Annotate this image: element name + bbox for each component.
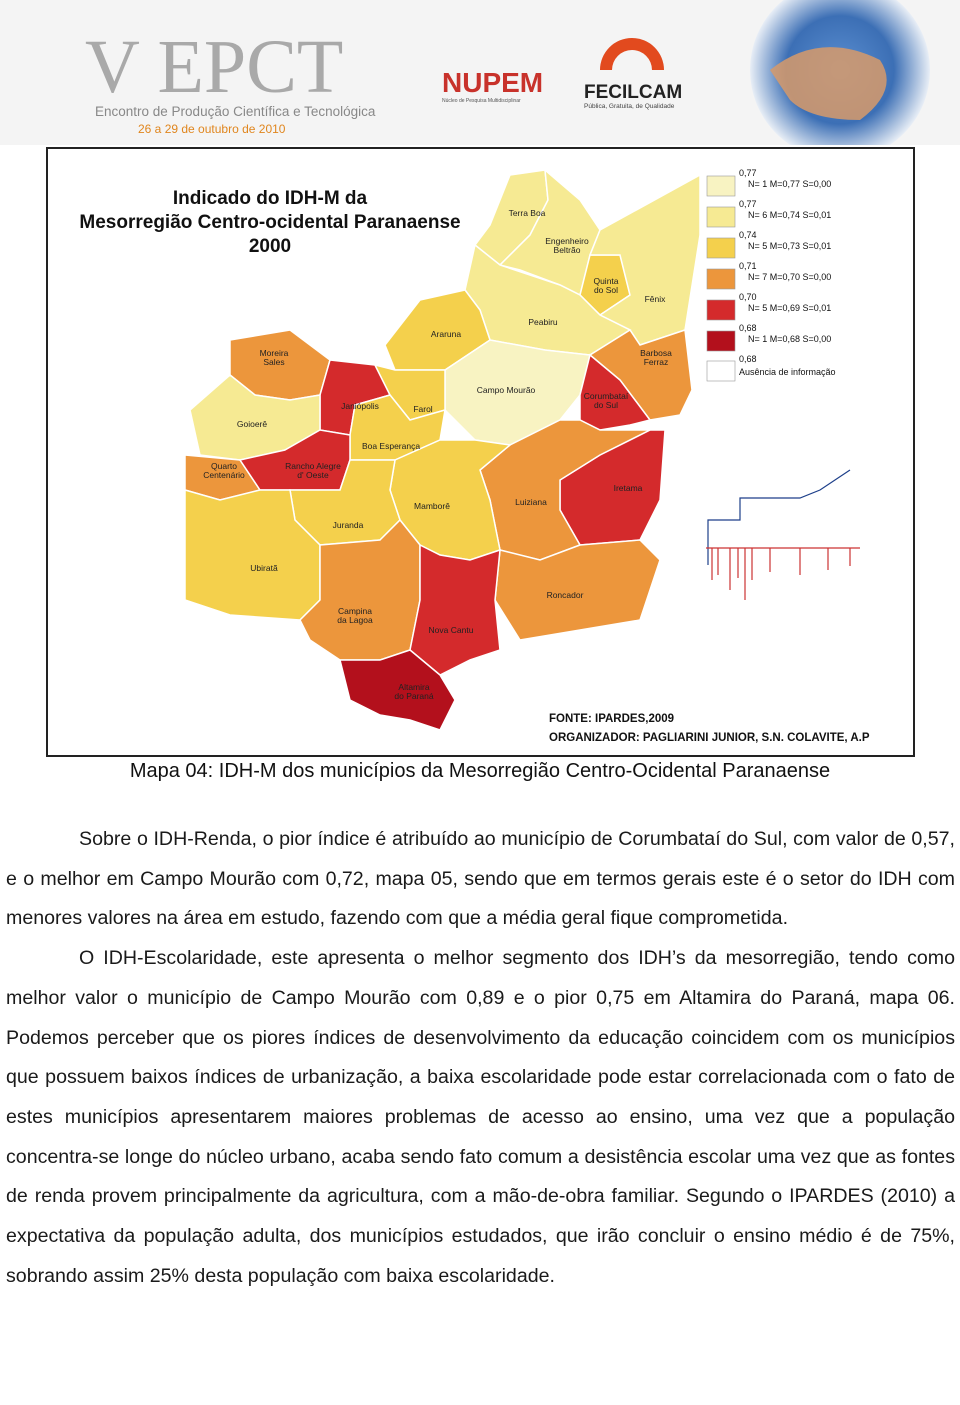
legend-stats: N= 5 M=0,69 S=0,01 [748, 303, 831, 313]
municipality-label: Luiziana [515, 497, 547, 507]
paragraph: O IDH-Escolaridade, este apresenta o mel… [6, 947, 955, 1287]
municipality-label: Altamira do Paraná [394, 682, 433, 701]
municipality-label: Peabiru [528, 317, 558, 327]
legend-swatch [706, 206, 736, 228]
municipality-label: Ubiratã [250, 563, 278, 573]
event-subtitle: Encontro de Produção Científica e Tecnol… [95, 104, 376, 119]
fecilcam-subtitle: Pública, Gratuita, de Qualidade [584, 103, 675, 110]
municipality [409, 543, 501, 676]
municipality-label: Engenheiro Beltrão [545, 236, 589, 255]
legend-bound: 0,68 [739, 323, 757, 333]
legend-bound: 0,68 [739, 354, 757, 364]
legend-stats: N= 5 M=0,73 S=0,01 [748, 241, 831, 251]
municipality-label: Mamborê [414, 501, 450, 511]
municipality-label: Quarto Centenário [203, 461, 245, 480]
legend-swatch [706, 237, 736, 259]
legend-bound: 0,71 [739, 261, 757, 271]
municipality-label: Moreira Sales [260, 348, 289, 367]
municipality-label: Campina da Lagoa [337, 606, 373, 625]
legend-bound: 0,77 [739, 199, 757, 209]
body-text: Sobre o IDH-Renda, o pior índice é atrib… [6, 820, 955, 1296]
legend-no-data: Ausência de informação [739, 367, 836, 377]
municipality-label: Barbosa Ferraz [640, 348, 672, 367]
municipality [444, 339, 591, 446]
map-title: 2000 [249, 236, 291, 257]
legend-stats: N= 6 M=0,74 S=0,01 [748, 210, 831, 220]
municipality-label: Terra Boa [509, 208, 546, 218]
municipality-label: Quinta do Sol [593, 276, 618, 295]
municipality [579, 353, 652, 431]
municipality-label: Iretama [614, 483, 643, 493]
legend-stats: N= 1 M=0,77 S=0,00 [748, 179, 831, 189]
municipality-label: Rancho Alegre d' Oeste [285, 461, 341, 480]
paragraph: Sobre o IDH-Renda, o pior índice é atrib… [6, 828, 955, 930]
municipality-label: Boa Esperança [362, 441, 420, 451]
municipality-label: Campo Mourão [477, 385, 536, 395]
fecilcam-arc [600, 38, 664, 70]
municipality-label: Farol [413, 404, 432, 414]
legend-swatch [706, 268, 736, 290]
fecilcam-logo: FECILCAM [584, 82, 682, 103]
map: Indicado do IDH-M da Mesorregião Centro-… [46, 147, 915, 757]
map-title: Indicado do IDH-M da [173, 188, 368, 209]
legend-swatch [706, 360, 736, 382]
legend-stats: N= 1 M=0,68 S=0,00 [748, 334, 831, 344]
legend-stats: N= 7 M=0,70 S=0,00 [748, 272, 831, 282]
municipality-label: Roncador [547, 590, 584, 600]
municipality-label: Janiópolis [341, 401, 379, 411]
legend-graph [706, 469, 860, 600]
event-name: V EPCT [85, 25, 343, 109]
legend-swatch [706, 175, 736, 197]
municipality [339, 649, 456, 731]
hands-image [770, 47, 887, 121]
legend-bound: 0,77 [739, 168, 757, 178]
municipality-label: Fênix [645, 294, 667, 304]
caption: Mapa 04: IDH-M dos municípios da Mesorre… [129, 760, 831, 782]
nupem-subtitle: Núcleo de Pesquisa Multidisciplinar [442, 98, 521, 104]
municipality-label: Juranda [333, 520, 364, 530]
municipality-label: Araruna [431, 329, 462, 339]
municipality-label: Nova Cantu [429, 625, 474, 635]
legend-bound: 0,74 [739, 230, 757, 240]
nupem-logo: NUPEM [442, 67, 543, 98]
event-date: 26 a 29 de outubro de 2010 [138, 122, 286, 136]
municipality [494, 539, 661, 641]
map-source: FONTE: IPARDES,2009 [549, 713, 674, 725]
municipality-label: Goioerê [237, 419, 268, 429]
legend-bound: 0,70 [739, 292, 757, 302]
legend-swatch [706, 299, 736, 321]
map-organizer: ORGANIZADOR: PAGLIARINI JUNIOR, S.N. COL… [549, 732, 870, 744]
legend-swatch [706, 330, 736, 352]
municipality-label: Corumbataí do Sul [584, 391, 629, 410]
banner: V EPCT Encontro de Produção Científica e… [0, 0, 960, 145]
map-title: Mesorregião Centro-ocidental Paranaense [79, 212, 460, 233]
